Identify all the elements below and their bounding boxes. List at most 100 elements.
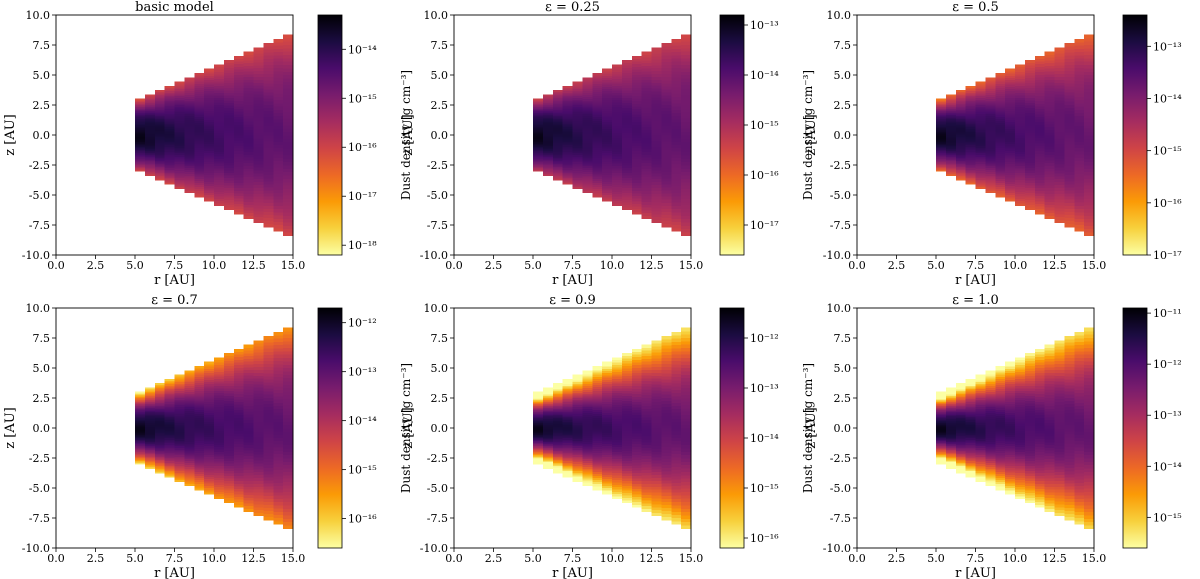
density-cell	[184, 150, 195, 153]
density-cell	[154, 448, 166, 451]
density-cell	[233, 200, 245, 204]
density-cell	[144, 152, 156, 155]
density-cell	[144, 464, 156, 467]
density-cell	[582, 408, 593, 412]
density-cell	[1084, 37, 1095, 42]
density-cell	[572, 451, 583, 454]
density-cell	[1044, 173, 1055, 178]
density-cell	[263, 443, 274, 447]
density-cell	[533, 446, 544, 448]
density-cell	[965, 100, 976, 103]
density-cell	[582, 138, 593, 142]
density-cell	[602, 81, 613, 85]
density-cell	[985, 163, 996, 167]
density-cell	[533, 428, 544, 430]
density-cell	[661, 131, 672, 136]
density-cell	[263, 205, 274, 209]
density-cell	[533, 434, 544, 436]
density-cell	[542, 387, 554, 390]
density-cell	[562, 85, 573, 88]
density-cell	[204, 452, 215, 455]
density-cell	[263, 372, 274, 377]
density-cell	[612, 486, 623, 490]
density-cell	[533, 139, 544, 142]
density-cell	[263, 440, 274, 444]
density-cell	[135, 136, 146, 138]
density-cell	[612, 428, 623, 431]
density-cell	[671, 202, 682, 206]
density-cell	[184, 144, 195, 147]
density-cell	[552, 410, 564, 412]
density-cell	[542, 94, 554, 97]
x-tick-label: 7.5	[166, 259, 184, 272]
density-cell	[552, 103, 564, 106]
density-cell	[641, 168, 652, 172]
density-cell	[243, 207, 254, 211]
density-cell	[184, 399, 195, 402]
density-cell	[1015, 200, 1026, 204]
density-cell	[273, 367, 284, 371]
density-cell	[214, 467, 225, 471]
density-cell	[144, 141, 156, 144]
density-cell	[945, 153, 957, 156]
density-cell	[1034, 171, 1046, 175]
density-cell	[562, 418, 573, 421]
density-cell	[1054, 99, 1065, 104]
density-cell	[1024, 207, 1036, 211]
density-cell	[223, 378, 235, 382]
density-cell	[641, 135, 652, 139]
density-cell	[592, 481, 603, 485]
density-cell	[641, 503, 652, 507]
density-cell	[283, 228, 294, 233]
density-cell	[154, 441, 166, 444]
density-cell	[1024, 110, 1036, 113]
density-cell	[243, 497, 254, 501]
density-cell	[631, 406, 643, 410]
density-cell	[985, 138, 996, 142]
density-cell	[955, 154, 967, 157]
density-cell	[1084, 185, 1095, 189]
density-cell	[582, 385, 593, 388]
density-cell	[562, 473, 573, 476]
density-cell	[1034, 129, 1046, 133]
density-cell	[975, 95, 986, 98]
density-cell	[184, 167, 195, 171]
density-cell	[144, 101, 156, 103]
density-cell	[533, 417, 544, 419]
density-cell	[164, 401, 175, 404]
density-cell	[223, 187, 235, 191]
density-cell	[164, 156, 175, 159]
density-cell	[233, 74, 245, 78]
density-cell	[965, 89, 976, 92]
density-cell	[214, 493, 225, 497]
density-cell	[651, 422, 662, 426]
density-cell	[542, 410, 554, 413]
density-cell	[671, 80, 682, 85]
density-cell	[671, 488, 682, 493]
density-cell	[184, 108, 195, 111]
density-cell	[233, 457, 245, 461]
density-cell	[552, 401, 564, 403]
density-cell	[164, 112, 175, 115]
density-cell	[154, 422, 166, 424]
density-cell	[552, 121, 564, 124]
density-cell	[641, 79, 652, 83]
density-cell	[1015, 137, 1026, 141]
density-cell	[135, 139, 146, 142]
density-cell	[204, 104, 215, 107]
density-cell	[945, 144, 957, 147]
density-cell	[233, 464, 245, 468]
density-cell	[582, 148, 593, 151]
density-cell	[562, 100, 573, 103]
density-cell	[243, 96, 254, 100]
density-cell	[1054, 205, 1065, 209]
density-cell	[1044, 104, 1055, 108]
density-cell	[223, 92, 235, 96]
density-cell	[562, 115, 573, 118]
density-cell	[1074, 199, 1085, 203]
density-cell	[562, 108, 573, 111]
density-cell	[1064, 217, 1075, 222]
density-cell	[965, 154, 976, 157]
density-cell	[223, 450, 235, 454]
density-cell	[144, 399, 156, 402]
